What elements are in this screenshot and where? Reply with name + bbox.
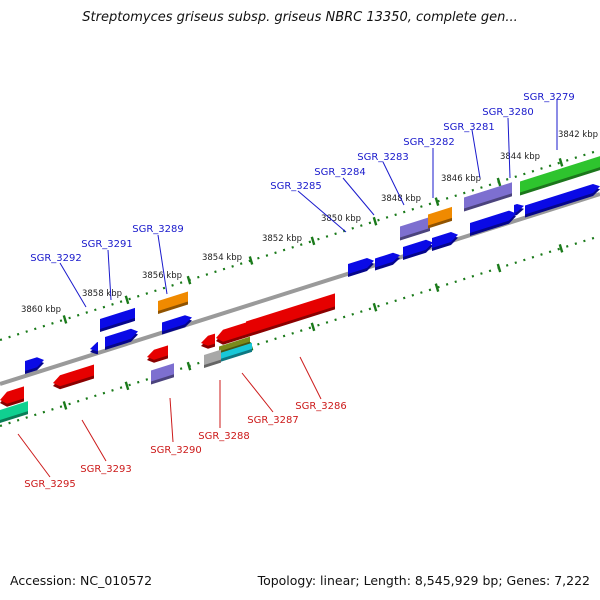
gene-sgr3282b <box>432 231 458 248</box>
label-leader-lines <box>17 100 558 478</box>
gene-label-bottom: SGR_3288 <box>198 431 250 442</box>
ruler-dots-lower <box>0 234 600 428</box>
gene-sgr3282-purple <box>400 217 430 238</box>
gene-sgr3289 <box>162 315 192 332</box>
gene-label-bottom: SGR_3295 <box>24 479 76 490</box>
ruler-tick-lower-4 <box>310 322 316 332</box>
leader-line <box>471 129 481 179</box>
ruler-label: 3842 kbp <box>558 130 598 140</box>
gene-sgr3283 <box>403 239 433 257</box>
ruler-label: 3860 kbp <box>21 305 61 315</box>
gene-sgr3284 <box>375 252 400 268</box>
gene-sgr3293 <box>53 364 94 387</box>
gene-label-top: SGR_3292 <box>30 253 82 264</box>
gene-sgr3289-orange <box>158 291 188 311</box>
gene-sgr3287 <box>216 322 246 342</box>
gene-sgr3282-orange <box>428 206 452 226</box>
gene-sgr3295 <box>0 386 24 404</box>
ruler-label: 3856 kbp <box>142 271 182 281</box>
leader-line <box>107 249 112 301</box>
ruler-tick-lower-5 <box>372 302 378 312</box>
leader-line <box>17 433 51 478</box>
gene-sgr3290 <box>147 345 168 360</box>
gene-teal-left <box>0 401 28 420</box>
accession-text: Accession: NC_010572 <box>10 573 153 588</box>
ruler-tick-lower-8 <box>558 244 564 253</box>
ruler-tick-upper-4 <box>310 236 316 246</box>
ruler-label: 3850 kbp <box>321 214 361 224</box>
gene-label-top: SGR_3289 <box>132 224 184 235</box>
topology-summary-text: Topology: linear; Length: 8,545,929 bp; … <box>257 573 590 588</box>
ruler-label: 3846 kbp <box>441 174 481 184</box>
gene-label-bottom: SGR_3286 <box>295 401 347 412</box>
gene-sgr3288a <box>201 333 215 346</box>
gene-blue-left <box>25 357 44 371</box>
gene-label-top: SGR_3291 <box>81 239 133 250</box>
leader-line <box>299 356 322 400</box>
gene-sgr3291b <box>105 328 138 347</box>
ruler-tick-upper-6 <box>434 197 440 206</box>
ruler-tick-lower-2 <box>186 361 192 371</box>
gene-sgr3279 <box>525 183 600 215</box>
ruler-label: 3844 kbp <box>500 152 540 162</box>
leader-line <box>507 117 511 179</box>
ruler-tick-lower-7 <box>496 263 502 273</box>
ruler-tick-upper-1 <box>124 295 130 305</box>
gene-label-top: SGR_3281 <box>443 122 495 133</box>
gene-sgr3286 <box>246 293 335 335</box>
gene-sgr3279-green <box>520 156 600 193</box>
gene-label-top: SGR_3285 <box>270 181 322 192</box>
leader-line <box>169 397 174 443</box>
gene-features <box>0 156 600 423</box>
gene-label-top: SGR_3280 <box>482 107 534 118</box>
gene-label-bottom: SGR_3287 <box>247 415 299 426</box>
leader-line <box>241 372 274 413</box>
leader-line <box>342 177 375 216</box>
gene-sgr3290-purple <box>151 363 174 382</box>
gene-sgr3288-gray <box>204 349 221 365</box>
gene-sgr3288-cyan <box>220 342 252 359</box>
ruler-tick-upper-0 <box>62 315 68 324</box>
gene-label-top: SGR_3283 <box>357 152 409 163</box>
genome-title: Streptomyces griseus subsp. griseus NBRC… <box>82 10 518 25</box>
ruler-tick-upper-3 <box>248 256 254 265</box>
leader-line <box>157 234 168 295</box>
ruler-label: 3852 kbp <box>262 234 302 244</box>
ruler-tick-upper-5 <box>372 216 378 226</box>
gene-sgr3280 <box>464 182 512 209</box>
ruler-tick-lower-0 <box>62 401 68 410</box>
ruler-label: 3858 kbp <box>82 289 122 299</box>
gene-sgr3288-olive <box>219 336 250 352</box>
gene-sgr3281b <box>470 210 516 233</box>
ruler-tick-lower-1 <box>124 381 130 391</box>
ruler-tick-upper-8 <box>558 158 564 167</box>
leader-line <box>297 190 347 233</box>
gene-label-top: SGR_3282 <box>403 137 455 148</box>
ruler-tick-upper-2 <box>186 275 192 285</box>
gene-label-top: SGR_3284 <box>314 167 366 178</box>
gene-label-top: SGR_3279 <box>523 92 575 103</box>
ruler-tick-upper-7 <box>496 177 502 187</box>
gene-sgr3291 <box>100 307 135 329</box>
ruler-label: 3854 kbp <box>202 253 242 263</box>
leader-line <box>81 419 107 462</box>
gene-sgr3292 <box>90 341 98 352</box>
leader-line <box>59 262 87 308</box>
leader-line <box>382 161 405 206</box>
gene-sgr3285 <box>348 257 374 274</box>
gene-sgr3280b <box>514 204 524 213</box>
gene-labels: SGR_3279 SGR_3280 SGR_3281 SGR_3282 SGR_3283… <box>24 92 575 490</box>
ruler-tick-lower-6 <box>434 283 440 292</box>
gene-label-bottom: SGR_3290 <box>150 445 202 456</box>
gene-label-bottom: SGR_3293 <box>80 464 132 475</box>
